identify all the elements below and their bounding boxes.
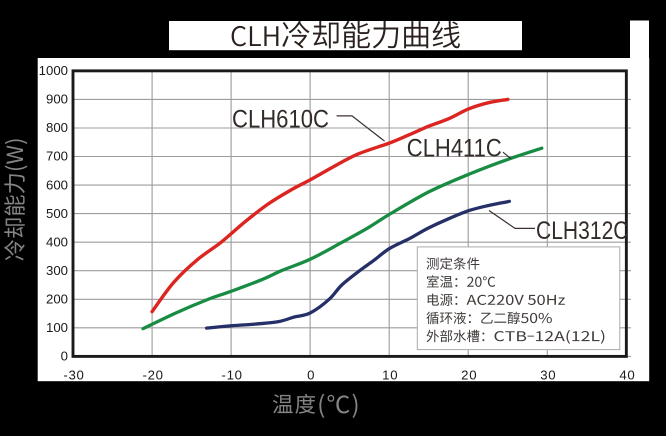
svg-text:CLH312C: CLH312C [536,217,629,245]
svg-text:400: 400 [46,234,68,249]
svg-text:600: 600 [46,177,68,192]
svg-text:CLH411C: CLH411C [407,134,502,162]
svg-text:-20: -20 [143,367,164,382]
svg-text:CLH610C: CLH610C [232,105,329,133]
svg-text:40: 40 [619,367,635,382]
svg-text:700: 700 [46,149,68,164]
svg-text:300: 300 [46,263,68,278]
svg-text:1000: 1000 [39,63,68,78]
svg-text:-30: -30 [63,367,84,382]
svg-text:20: 20 [461,367,477,382]
svg-text:900: 900 [46,92,68,107]
svg-text:200: 200 [46,292,68,307]
svg-text:800: 800 [46,120,68,135]
svg-text:0: 0 [61,349,68,364]
svg-text:0: 0 [307,367,315,382]
svg-text:10: 10 [382,367,398,382]
svg-text:30: 30 [540,367,556,382]
svg-text:500: 500 [46,206,68,221]
svg-text:100: 100 [46,320,68,335]
svg-text:-10: -10 [222,367,243,382]
